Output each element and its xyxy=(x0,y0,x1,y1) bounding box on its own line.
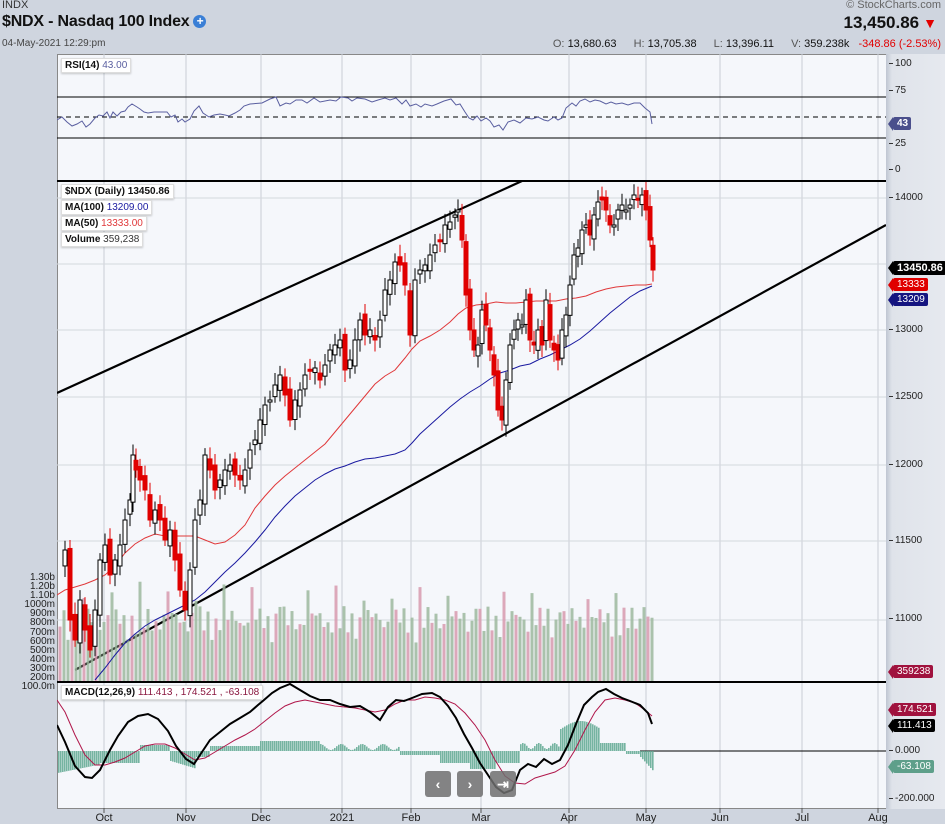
price-legend-name: $NDX (Daily) xyxy=(65,186,126,197)
volume-scale-label: 600m xyxy=(29,635,55,647)
ma50-legend-value: 13333.00 xyxy=(101,218,143,229)
price-change: -348.86 (-2.53%) xyxy=(858,38,941,50)
rsi-legend[interactable]: RSI(14) 43.00 xyxy=(61,58,132,73)
price-tick: 12500 xyxy=(889,391,923,402)
volume-legend-name: Volume xyxy=(65,234,101,245)
x-label-jul: Jul xyxy=(794,812,810,824)
ma50-legend[interactable]: MA(50) 13333.00 xyxy=(61,216,147,231)
ma50-legend-name: MA(50) xyxy=(65,218,99,229)
volume-scale-label: 900m xyxy=(29,608,55,620)
price-legend-value: 13450.86 xyxy=(127,186,170,197)
price-tick: 12000 xyxy=(889,459,923,470)
x-label-apr: Apr xyxy=(560,812,578,824)
volume-scale-label: 800m xyxy=(29,617,55,629)
rsi-legend-name: RSI(14) xyxy=(65,60,100,71)
copyright: © StockCharts.com xyxy=(846,0,941,11)
x-label-feb: Feb xyxy=(401,812,421,824)
volume-value: 359.238k xyxy=(804,38,850,50)
scroll-to-end-button[interactable]: ⇥ xyxy=(490,771,516,797)
rsi-current-tag: 43 xyxy=(887,117,912,131)
macd-tick: -200.000 xyxy=(889,793,934,804)
macd-legend-values: 111.413 , 174.521 , -63.108 xyxy=(137,687,260,698)
scroll-left-button[interactable]: ‹ xyxy=(425,771,451,797)
volume-scale-label: 400m xyxy=(29,653,55,665)
macd-current-tag: 111.413 xyxy=(888,719,935,733)
x-label-2021: 2021 xyxy=(329,812,355,824)
volume-scale-label: 1.10b xyxy=(29,590,55,602)
symbol-group: INDX xyxy=(2,0,29,11)
ma100-current-tag: 13209 xyxy=(888,293,928,307)
rsi-tick: 25 xyxy=(889,138,906,149)
x-label-oct: Oct xyxy=(95,812,113,824)
chevron-left-icon: ‹ xyxy=(435,776,441,792)
open-label: O: xyxy=(552,38,565,50)
down-triangle-icon: ▼ xyxy=(923,15,937,31)
signal-current-tag: 174.521 xyxy=(887,703,937,717)
chart-title: $NDX - Nasdaq 100 Index + xyxy=(2,13,207,31)
x-label-may: May xyxy=(635,812,657,824)
ma100-legend-value: 13209.00 xyxy=(106,202,149,213)
x-label-mar: Mar xyxy=(471,812,491,824)
volume-current-tag: 359238 xyxy=(887,665,934,679)
rsi-tick: 75 xyxy=(889,85,906,96)
volume-scale-label: 100.0m xyxy=(21,681,55,693)
volume-scale-label: 1.30b xyxy=(29,572,55,583)
ohlc-bar: O: 13,680.63 H: 13,705.38 L: 13,396.11 V… xyxy=(539,38,941,50)
scroll-right-button[interactable]: › xyxy=(457,771,483,797)
volume-legend[interactable]: Volume 359,238 xyxy=(61,232,144,247)
last-price-value: 13,450.86 xyxy=(843,13,920,32)
price-current-tag: 13450.86 xyxy=(888,261,945,275)
high-label: H: xyxy=(633,38,645,50)
macd-tick: 0.000 xyxy=(889,745,920,756)
histogram-current-tag: -63.108 xyxy=(888,760,934,774)
x-label-jun: Jun xyxy=(711,812,729,824)
volume-scale-label: 1.20b xyxy=(29,581,55,593)
volume-scale-label: 500m xyxy=(29,644,55,656)
macd-legend-name: MACD(12,26,9) xyxy=(65,687,136,698)
volume-legend-value: 359,238 xyxy=(103,234,140,245)
price-tick: 11500 xyxy=(889,535,922,546)
price-tick: 14000 xyxy=(889,192,923,203)
chart-datetime: 04-May-2021 12:29:pm xyxy=(2,38,106,49)
open-value: 13,680.63 xyxy=(567,38,617,50)
ma50-current-tag: 13333 xyxy=(888,278,928,292)
low-value: 13,396.11 xyxy=(725,38,774,50)
volume-label: V: xyxy=(791,38,802,50)
macd-legend[interactable]: MACD(12,26,9) 111.413 , 174.521 , -63.10… xyxy=(61,685,264,700)
volume-scale-label: 200m xyxy=(29,672,55,684)
price-legend[interactable]: $NDX (Daily) 13450.86 xyxy=(61,184,174,199)
x-label-nov: Nov xyxy=(176,812,196,824)
volume-scale-label: 1000m xyxy=(24,599,55,611)
low-label: L: xyxy=(713,38,723,50)
ma100-legend[interactable]: MA(100) 13209.00 xyxy=(61,200,153,215)
rsi-legend-value: 43.00 xyxy=(102,60,128,71)
volume-scale-label: 300m xyxy=(29,662,55,674)
chart-title-text: $NDX - Nasdaq 100 Index xyxy=(2,13,190,30)
chevron-right-icon: › xyxy=(467,776,473,792)
plus-circle-icon[interactable]: + xyxy=(193,15,207,28)
x-label-dec: Dec xyxy=(251,812,271,824)
rsi-tick: 100 xyxy=(889,58,912,69)
volume-scale: 1.30b 1.20b 1.10b 1000m 900m 800m 700m 6… xyxy=(0,572,55,693)
x-label-aug: Aug xyxy=(868,812,888,824)
volume-scale-label: 700m xyxy=(29,626,55,638)
price-tick: 11000 xyxy=(889,613,922,624)
skip-end-icon: ⇥ xyxy=(497,776,509,792)
price-tick: 13000 xyxy=(889,324,923,335)
rsi-tick: 0 xyxy=(889,164,901,175)
ma100-legend-name: MA(100) xyxy=(65,202,104,213)
last-price: 13,450.86 ▼ xyxy=(844,13,938,33)
high-value: 13,705.38 xyxy=(647,38,697,50)
